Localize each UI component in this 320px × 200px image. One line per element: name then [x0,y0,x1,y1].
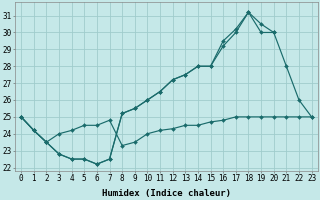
X-axis label: Humidex (Indice chaleur): Humidex (Indice chaleur) [102,189,231,198]
